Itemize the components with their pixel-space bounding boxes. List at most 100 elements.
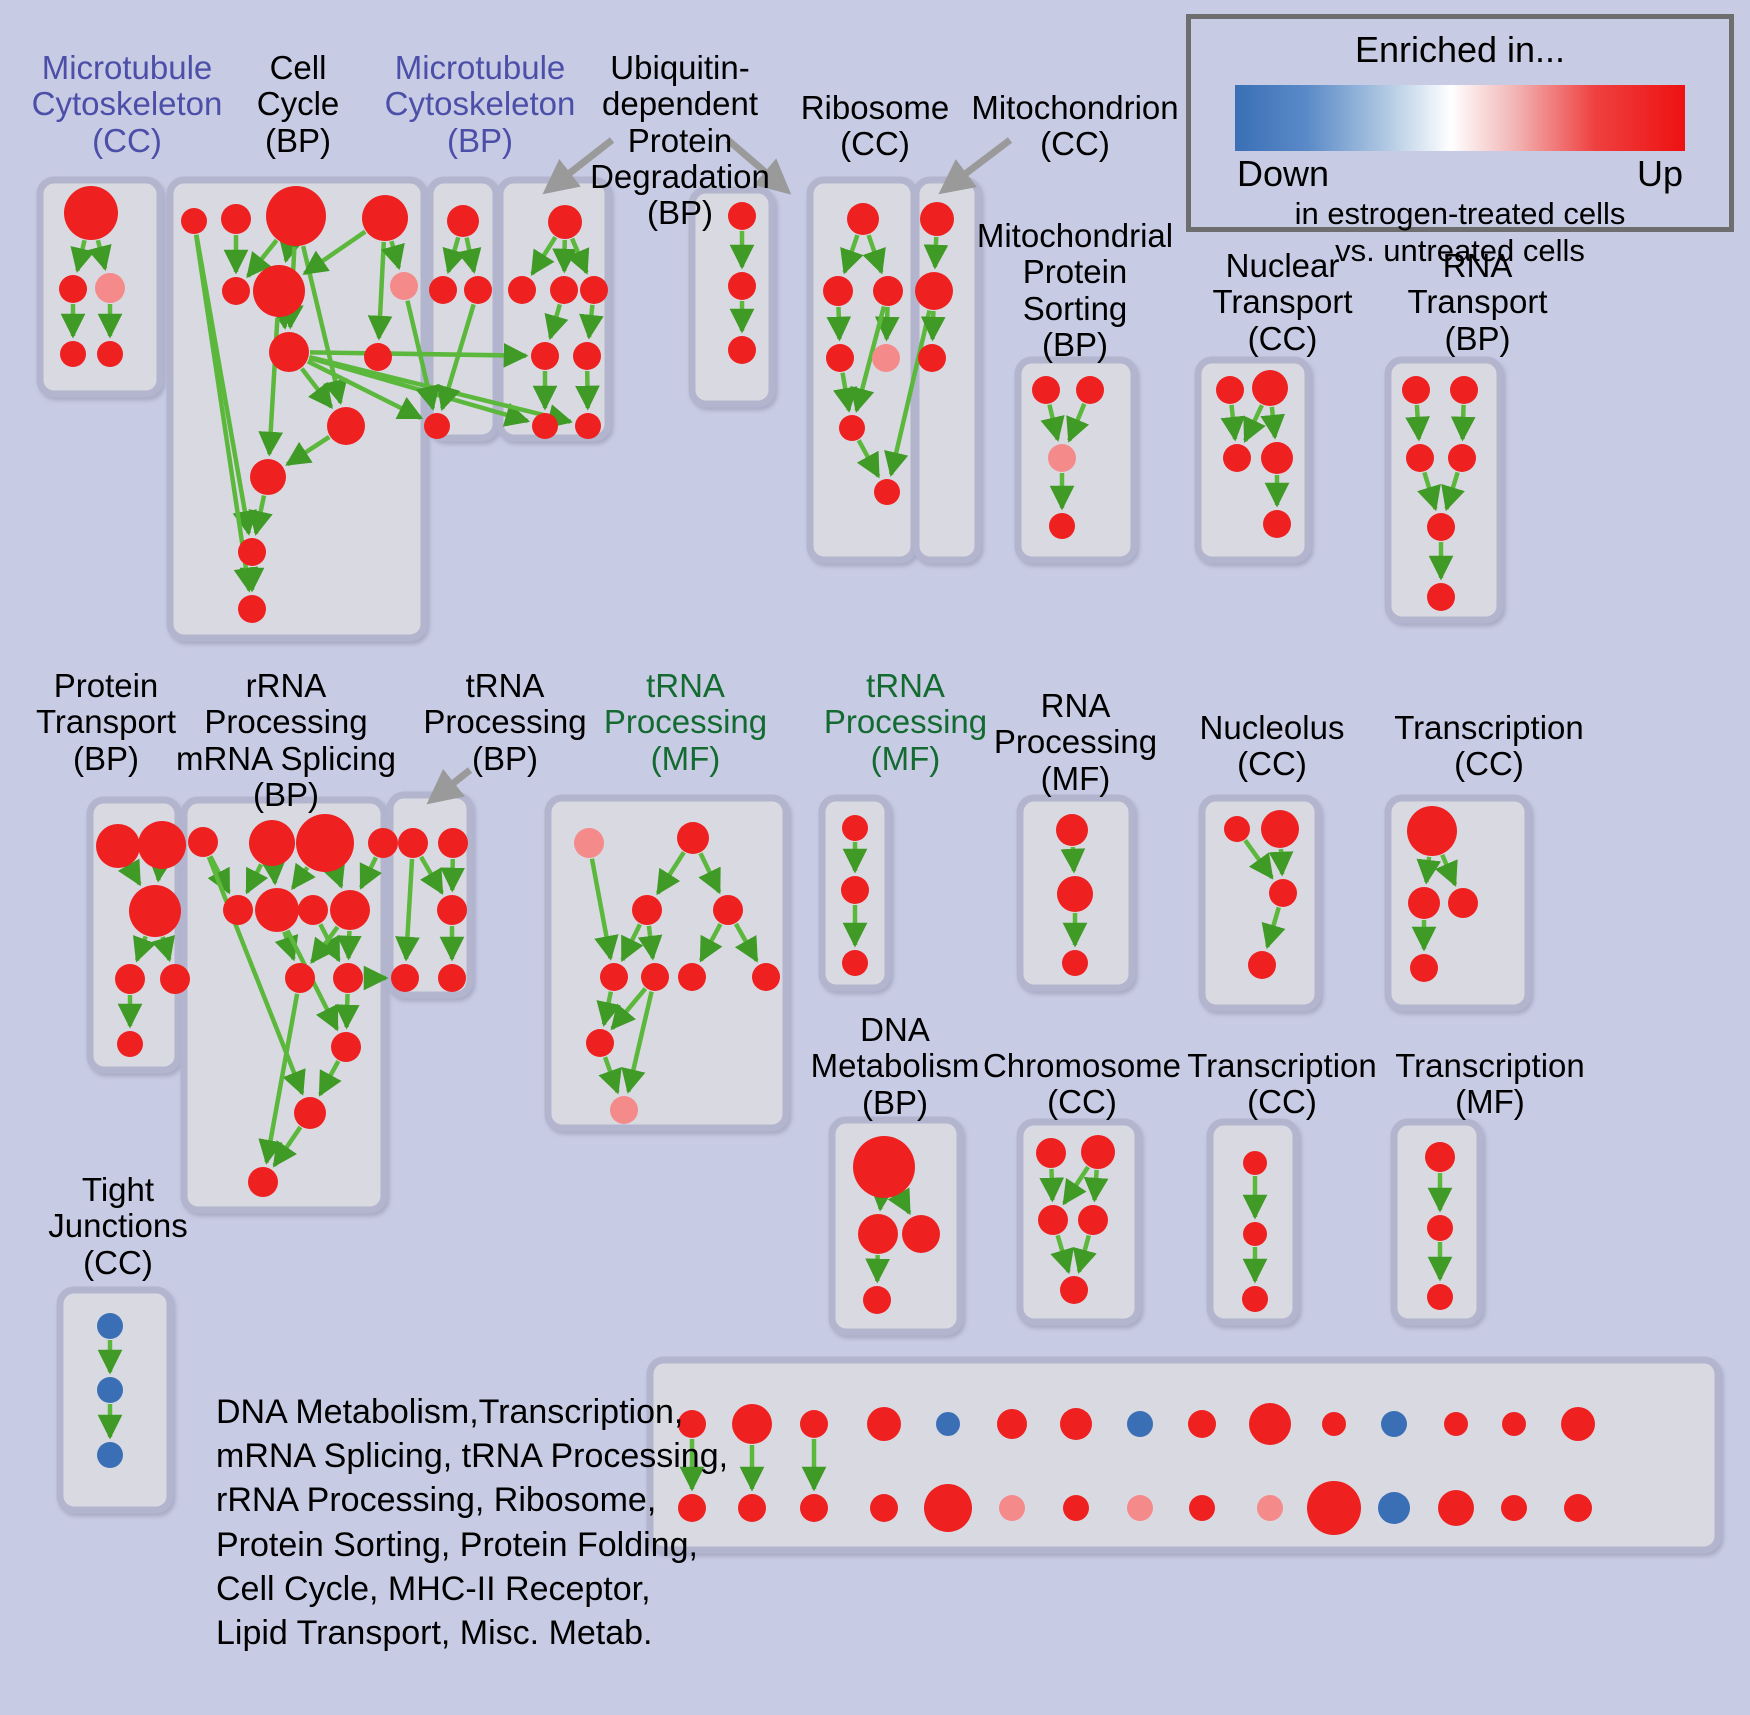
graph-node[interactable] [858, 1214, 898, 1254]
graph-node[interactable] [1406, 444, 1434, 472]
graph-node[interactable] [285, 963, 315, 993]
graph-node[interactable] [269, 332, 309, 372]
graph-node[interactable] [1307, 1481, 1361, 1535]
graph-node[interactable] [1269, 879, 1297, 907]
graph-node[interactable] [752, 963, 780, 991]
graph-node[interactable] [1410, 954, 1438, 982]
graph-node[interactable] [1248, 951, 1276, 979]
graph-node[interactable] [129, 885, 181, 937]
graph-node[interactable] [1038, 1205, 1068, 1235]
graph-node[interactable] [1261, 810, 1299, 848]
graph-node[interactable] [1243, 1222, 1267, 1246]
graph-node[interactable] [1322, 1412, 1346, 1436]
graph-node[interactable] [999, 1495, 1025, 1521]
graph-node[interactable] [1261, 442, 1293, 474]
graph-node[interactable] [238, 538, 266, 566]
graph-node[interactable] [248, 1167, 278, 1197]
graph-node[interactable] [641, 963, 669, 991]
graph-node[interactable] [464, 276, 492, 304]
graph-node[interactable] [997, 1409, 1027, 1439]
graph-node[interactable] [826, 344, 854, 372]
graph-node[interactable] [728, 272, 756, 300]
graph-node[interactable] [915, 272, 953, 310]
graph-node[interactable] [1060, 1276, 1088, 1304]
graph-node[interactable] [249, 820, 295, 866]
graph-node[interactable] [847, 203, 879, 235]
graph-node[interactable] [1243, 1151, 1267, 1175]
graph-node[interactable] [438, 828, 468, 858]
graph-node[interactable] [424, 413, 450, 439]
graph-node[interactable] [678, 1494, 706, 1522]
graph-node[interactable] [532, 413, 558, 439]
graph-node[interactable] [918, 344, 946, 372]
graph-node[interactable] [800, 1494, 828, 1522]
graph-node[interactable] [1381, 1411, 1407, 1437]
graph-node[interactable] [97, 1377, 123, 1403]
graph-node[interactable] [632, 895, 662, 925]
graph-node[interactable] [1378, 1492, 1410, 1524]
graph-node[interactable] [853, 1136, 915, 1198]
graph-node[interactable] [222, 277, 250, 305]
graph-node[interactable] [1048, 444, 1076, 472]
graph-node[interactable] [842, 950, 868, 976]
graph-node[interactable] [1427, 1215, 1453, 1241]
graph-node[interactable] [362, 195, 408, 241]
graph-node[interactable] [1036, 1138, 1066, 1168]
graph-node[interactable] [1078, 1205, 1108, 1235]
graph-node[interactable] [870, 1494, 898, 1522]
graph-node[interactable] [1063, 1495, 1089, 1521]
graph-node[interactable] [1032, 376, 1060, 404]
graph-node[interactable] [1444, 1412, 1468, 1436]
graph-node[interactable] [97, 1442, 123, 1468]
graph-node[interactable] [1263, 510, 1291, 538]
graph-node[interactable] [364, 343, 392, 371]
graph-node[interactable] [1564, 1494, 1592, 1522]
graph-node[interactable] [1252, 370, 1288, 406]
graph-node[interactable] [600, 963, 628, 991]
graph-node[interactable] [1408, 887, 1440, 919]
graph-node[interactable] [863, 1286, 891, 1314]
graph-node[interactable] [1402, 376, 1430, 404]
graph-node[interactable] [872, 344, 900, 372]
graph-node[interactable] [188, 827, 218, 857]
graph-node[interactable] [1438, 1490, 1474, 1526]
graph-node[interactable] [438, 964, 466, 992]
graph-node[interactable] [1448, 444, 1476, 472]
graph-node[interactable] [64, 186, 118, 240]
graph-node[interactable] [610, 1096, 638, 1124]
graph-node[interactable] [160, 964, 190, 994]
graph-node[interactable] [1216, 376, 1244, 404]
graph-node[interactable] [1223, 444, 1251, 472]
graph-node[interactable] [221, 204, 251, 234]
graph-node[interactable] [1062, 950, 1088, 976]
graph-node[interactable] [1501, 1495, 1527, 1521]
graph-node[interactable] [391, 964, 419, 992]
graph-node[interactable] [1188, 1410, 1216, 1438]
graph-node[interactable] [1189, 1495, 1215, 1521]
graph-node[interactable] [1056, 814, 1088, 846]
graph-node[interactable] [296, 814, 354, 872]
graph-node[interactable] [902, 1215, 940, 1253]
graph-node[interactable] [867, 1407, 901, 1441]
graph-node[interactable] [1407, 806, 1457, 856]
graph-node[interactable] [1427, 513, 1455, 541]
graph-node[interactable] [1224, 816, 1250, 842]
graph-node[interactable] [115, 964, 145, 994]
graph-node[interactable] [398, 828, 428, 858]
graph-node[interactable] [732, 1404, 772, 1444]
graph-node[interactable] [250, 459, 286, 495]
graph-node[interactable] [728, 202, 756, 230]
graph-node[interactable] [1425, 1142, 1455, 1172]
graph-node[interactable] [1427, 583, 1455, 611]
graph-node[interactable] [95, 273, 125, 303]
graph-node[interactable] [936, 1412, 960, 1436]
graph-node[interactable] [823, 276, 853, 306]
graph-node[interactable] [1257, 1495, 1283, 1521]
graph-node[interactable] [97, 1313, 123, 1339]
graph-node[interactable] [728, 336, 756, 364]
graph-node[interactable] [1127, 1411, 1153, 1437]
graph-node[interactable] [678, 1410, 706, 1438]
graph-node[interactable] [713, 895, 743, 925]
graph-node[interactable] [531, 342, 559, 370]
graph-node[interactable] [548, 205, 582, 239]
